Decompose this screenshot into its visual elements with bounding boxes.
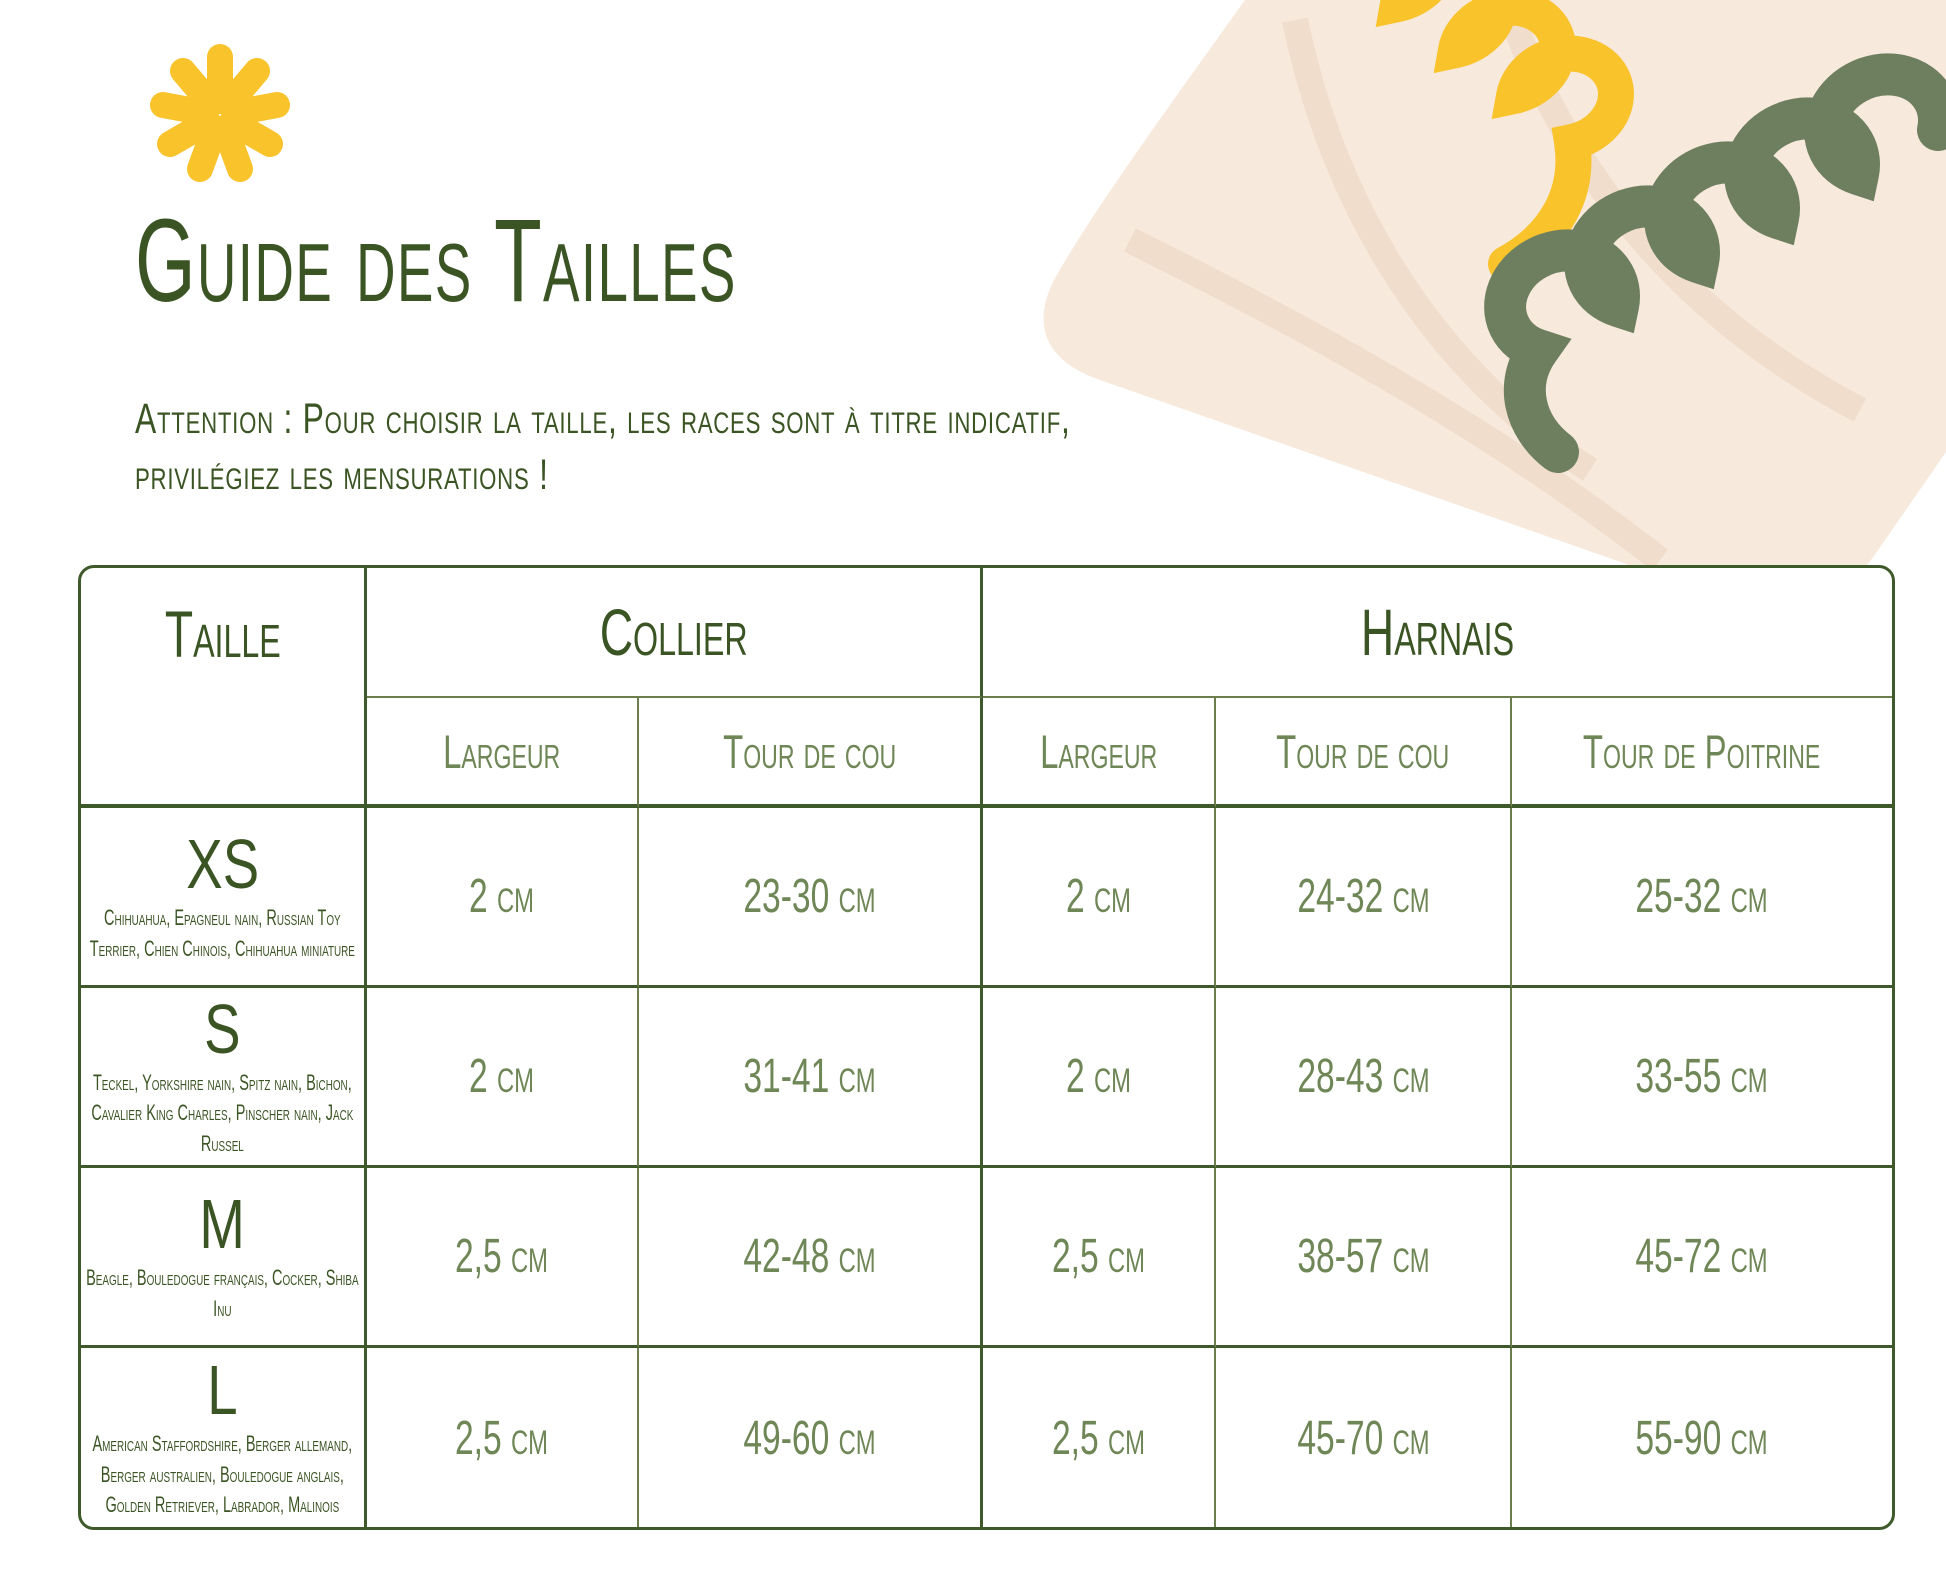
- subtitle: Attention : Pour choisir la taille, les …: [135, 392, 1399, 504]
- asterisk-icon: [150, 44, 290, 182]
- size-table: Taille Collier Harnais Largeur Tour de c…: [78, 565, 1895, 1530]
- subtitle-line-2: privilégiez les mensurations !: [135, 450, 549, 499]
- cell-m-collier-tour-de-cou: 42-48 cm: [638, 1168, 983, 1348]
- subheader-collier-tour-de-cou: Tour de cou: [638, 698, 983, 808]
- cell-xs-harnais-tour-de-cou: 24-32 cm: [1216, 808, 1512, 988]
- cell-m-harnais-tour-de-poitrine: 45-72 cm: [1511, 1168, 1892, 1348]
- header-row-groups: Taille Collier Harnais: [81, 568, 1892, 808]
- cell-xs-collier-tour-de-cou: 23-30 cm: [638, 808, 983, 988]
- breed-list: Teckel, Yorkshire nain, Spitz nain, Bich…: [91, 1069, 354, 1156]
- size-cell-s: S Teckel, Yorkshire nain, Spitz nain, Bi…: [81, 988, 368, 1168]
- cell-s-collier-tour-de-cou: 31-41 cm: [638, 988, 983, 1168]
- breed-list: American Staffordshire, Berger allemand,…: [92, 1431, 353, 1518]
- cell-s-harnais-tour-de-cou: 28-43 cm: [1216, 988, 1512, 1168]
- cell-m-harnais-tour-de-cou: 38-57 cm: [1216, 1168, 1512, 1348]
- size-label: XS: [186, 825, 259, 904]
- cell-s-harnais-largeur: 2 cm: [982, 988, 1217, 1168]
- breed-list: Chihuahua, Epagneul nain, Russian Toy Te…: [90, 905, 356, 961]
- page-title: Guide des Tailles: [135, 195, 1047, 327]
- breed-list: Beagle, Bouledogue français, Cocker, Shi…: [86, 1265, 359, 1321]
- subtitle-line-1: Attention : Pour choisir la taille, les …: [135, 395, 1071, 443]
- table-row-xs: XS Chihuahua, Epagneul nain, Russian Toy…: [81, 808, 1892, 988]
- green-squiggle-icon: [1484, 53, 1946, 473]
- header-taille: Taille: [81, 568, 368, 808]
- cell-l-harnais-largeur: 2,5 cm: [983, 1348, 1217, 1527]
- cell-l-harnais-tour-de-poitrine: 55-90 cm: [1635, 1411, 1768, 1465]
- page-title-text: Guide des Tailles: [135, 195, 737, 327]
- size-cell-m: M Beagle, Bouledogue français, Cocker, S…: [81, 1168, 368, 1348]
- table-row-s: S Teckel, Yorkshire nain, Spitz nain, Bi…: [81, 988, 1892, 1168]
- size-label: L: [207, 1351, 238, 1430]
- cell-xs-harnais-tour-de-poitrine: 25-32 cm: [1511, 808, 1892, 988]
- table-row-l: L American Staffordshire, Berger alleman…: [81, 1348, 1892, 1527]
- size-label: S: [204, 989, 241, 1068]
- table-row-m: M Beagle, Bouledogue français, Cocker, S…: [81, 1168, 1892, 1348]
- cell-m-collier-largeur: 2,5 cm: [367, 1168, 639, 1348]
- size-cell-xs: XS Chihuahua, Epagneul nain, Russian Toy…: [81, 808, 368, 988]
- header-row-measures: Largeur Tour de cou Largeur Tour de cou …: [81, 698, 1892, 808]
- cell-s-collier-largeur: 2 cm: [367, 988, 639, 1168]
- subheader-collier-largeur: Largeur: [367, 698, 639, 808]
- subheader-harnais-tour-de-cou: Tour de cou: [1216, 698, 1512, 808]
- subheader-harnais-tour-de-poitrine: Tour de Poitrine: [1511, 698, 1892, 808]
- size-cell-l: L American Staffordshire, Berger alleman…: [81, 1348, 368, 1527]
- cell-xs-collier-largeur: 2 cm: [367, 808, 639, 988]
- cell-m-harnais-largeur: 2,5 cm: [982, 1168, 1217, 1348]
- cell-l-collier-largeur: 2,5 cm: [367, 1348, 639, 1527]
- cell-s-harnais-tour-de-poitrine: 33-55 cm: [1511, 988, 1892, 1168]
- header-harnais: Harnais: [982, 568, 1892, 698]
- header-collier: Collier: [367, 568, 983, 698]
- subheader-harnais-largeur: Largeur: [982, 698, 1217, 808]
- yellow-squiggle-icon: [1375, 0, 1634, 282]
- cell-l-harnais-tour-de-cou: 45-70 cm: [1216, 1348, 1512, 1527]
- size-label: M: [199, 1185, 246, 1264]
- cell-xs-harnais-largeur: 2 cm: [982, 808, 1217, 988]
- cell-l-collier-tour-de-cou: 49-60 cm: [639, 1348, 983, 1527]
